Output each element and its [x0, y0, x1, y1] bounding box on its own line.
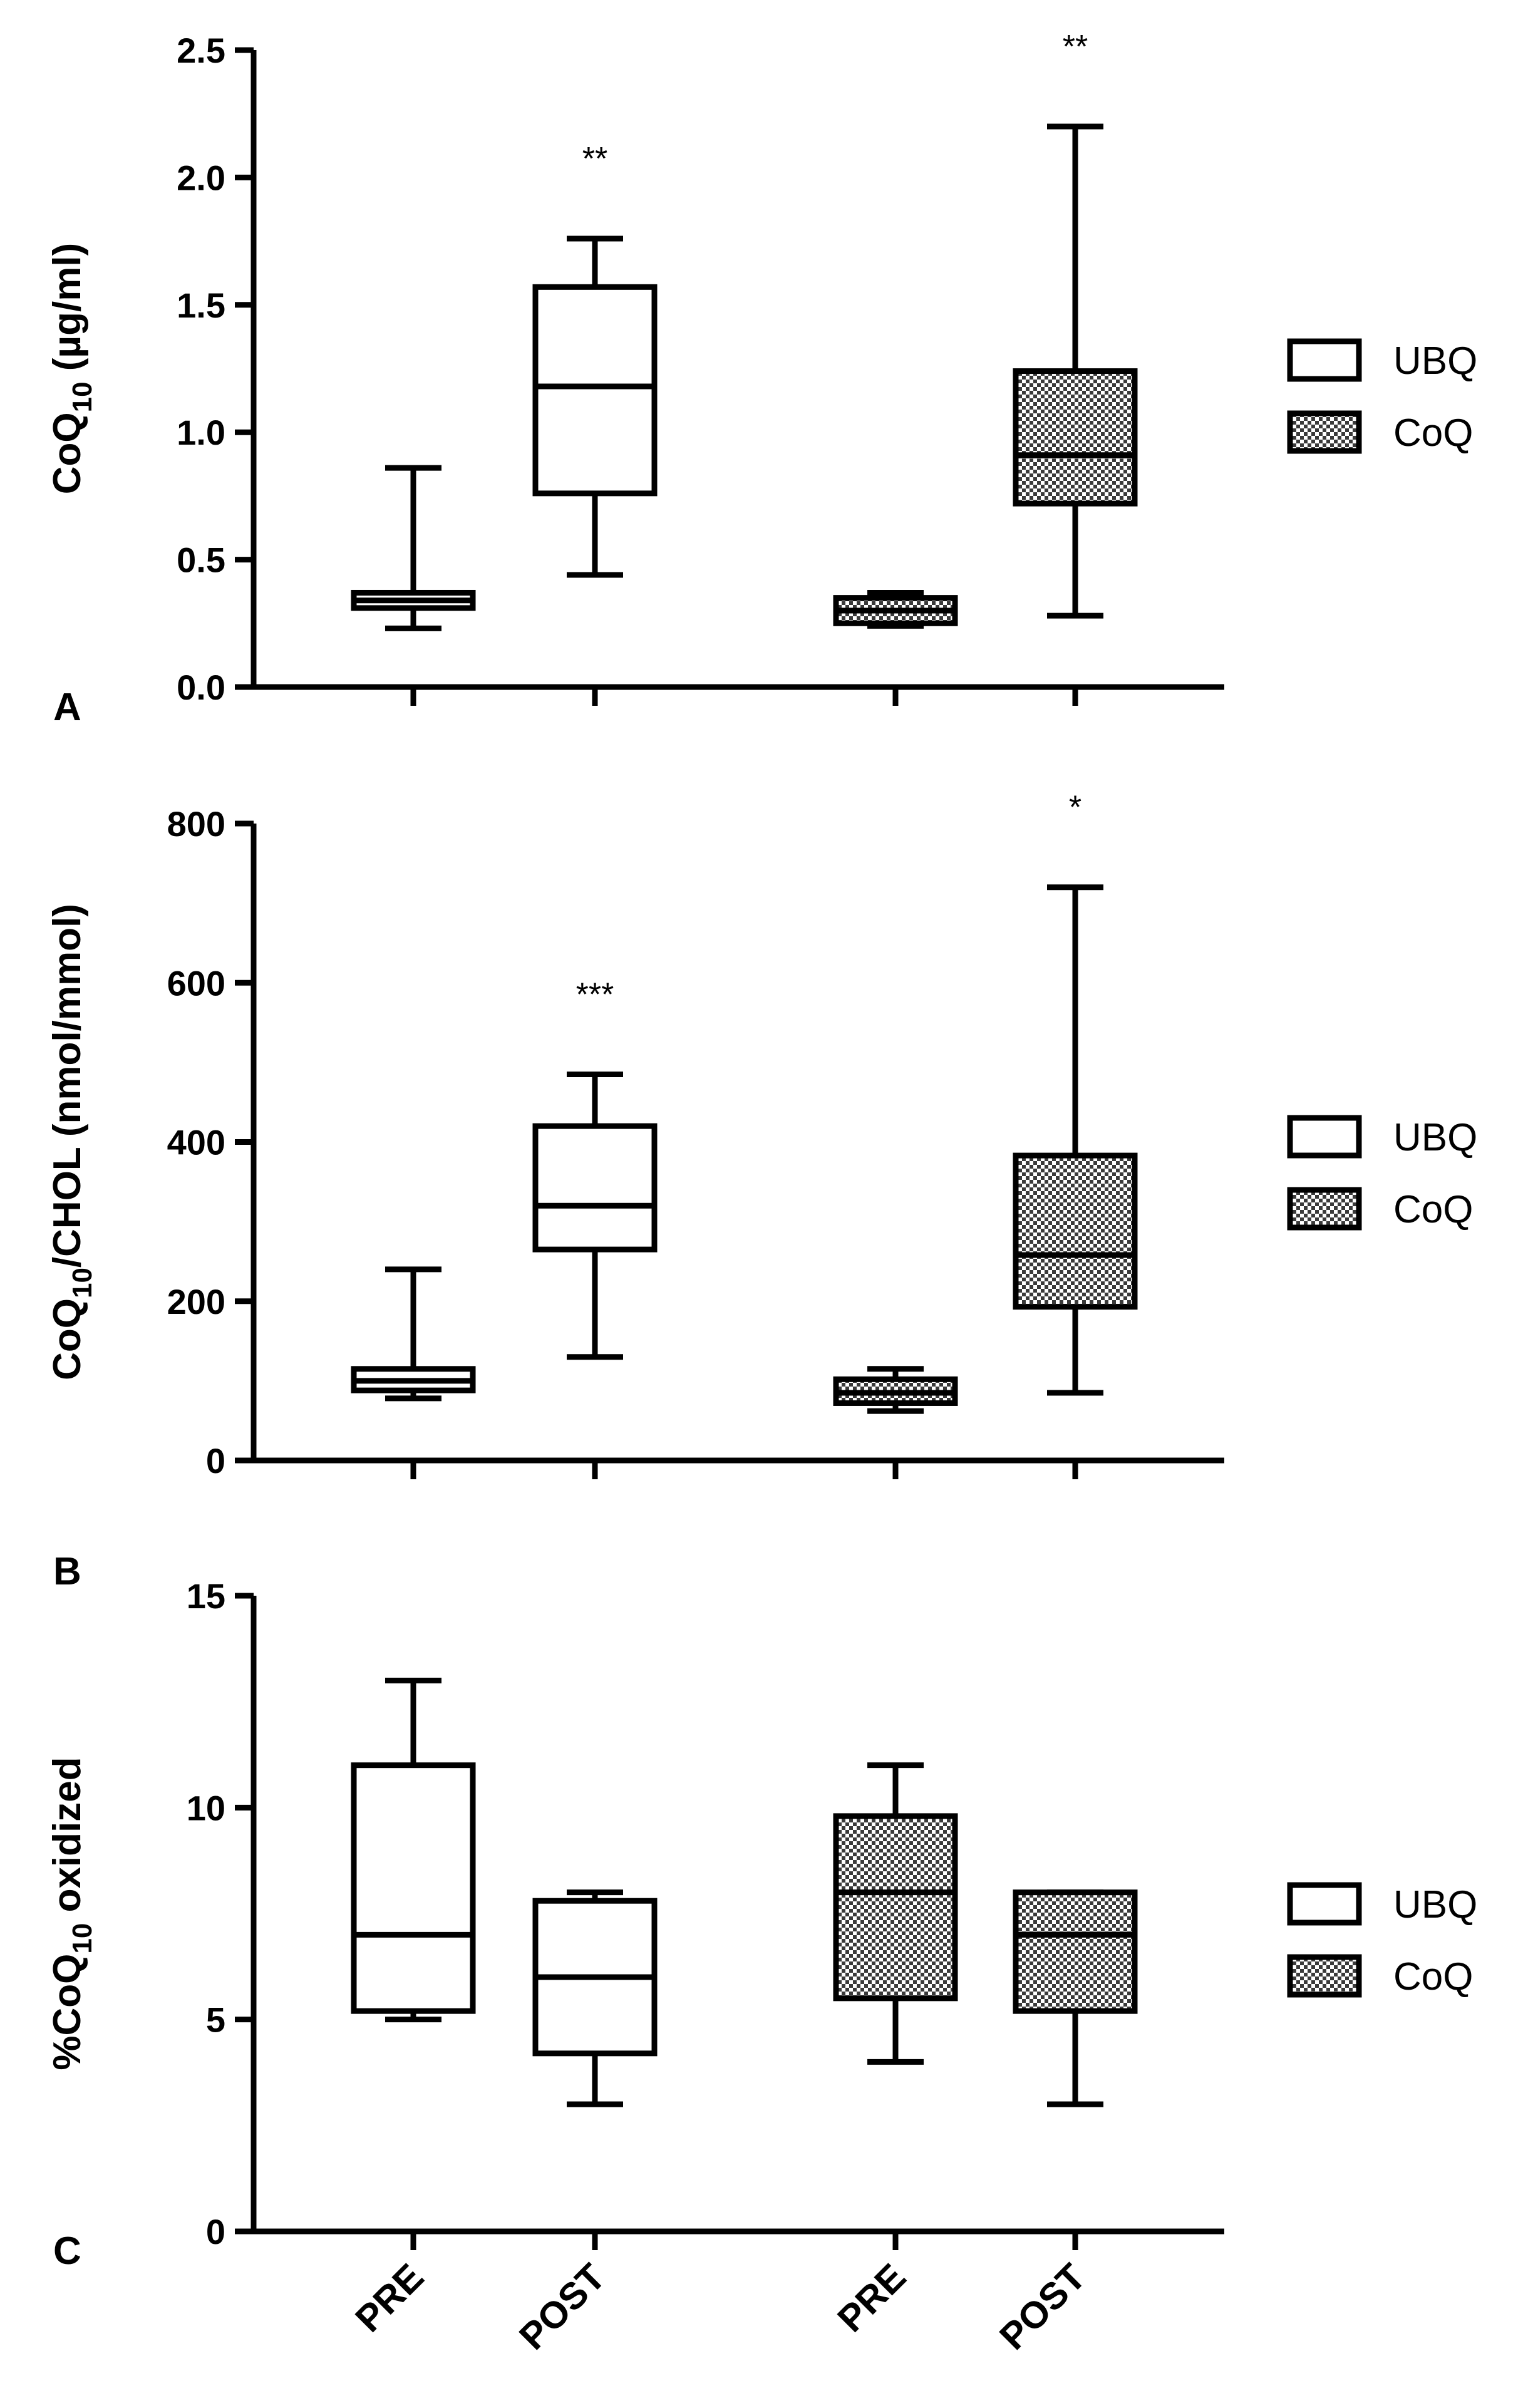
y-tick-label: 0.5	[177, 540, 225, 580]
box-coq-pre	[833, 1366, 958, 1414]
box-coq-post	[1013, 1889, 1138, 2107]
legend-label-ubq: UBQ	[1393, 1883, 1477, 1926]
y-tick-label: 1.5	[177, 286, 225, 325]
y-tick-label: 15	[187, 1576, 225, 1616]
legend-label-coq: CoQ	[1393, 1188, 1473, 1231]
box-iqr	[833, 1813, 958, 2002]
y-tick-label: 400	[167, 1123, 225, 1162]
panel-A: 0.0 0.5 1.0 1.5 2.0 2.5 CoQ10 (µg/ml) A ** ** UBQ C…	[46, 29, 1477, 729]
legend: UBQ CoQ	[1287, 1882, 1477, 1998]
box-ubq-post: ***	[532, 976, 658, 1360]
y-tick-label: 2.0	[177, 158, 225, 197]
box-coq-pre	[833, 589, 958, 629]
legend-swatch-ubq	[1287, 1882, 1362, 1926]
y-tick-label: 600	[167, 963, 225, 1003]
box-iqr	[351, 1762, 476, 2014]
box-iqr	[532, 1123, 658, 1253]
significance-marker: **	[1063, 29, 1088, 65]
y-tick-label: 2.5	[177, 31, 225, 70]
y-tick-label: 200	[167, 1282, 225, 1321]
significance-marker: *	[1069, 790, 1081, 826]
box-coq-post: **	[1013, 29, 1138, 619]
legend-label-coq: CoQ	[1393, 1955, 1473, 1998]
box-ubq-pre	[351, 1266, 476, 1402]
panel-letter: B	[53, 1550, 81, 1593]
legend-label-ubq: UBQ	[1393, 339, 1477, 383]
box-iqr	[1013, 1889, 1138, 2014]
box-iqr	[532, 284, 658, 497]
box-ubq-pre	[351, 1677, 476, 2023]
box-coq-pre	[833, 1762, 958, 2065]
x-category-label: POST	[991, 2256, 1093, 2358]
legend-swatch-coq	[1287, 410, 1362, 454]
box-ubq-post: **	[532, 141, 658, 578]
legend-swatch-ubq	[1287, 1115, 1362, 1159]
legend-swatch-coq	[1287, 1954, 1362, 1998]
box-iqr	[1013, 1152, 1138, 1310]
significance-marker: ***	[576, 976, 614, 1013]
legend: UBQ CoQ	[1287, 1115, 1477, 1231]
panel-C: 0 5 10 15 %CoQ10 oxidized C UBQ CoQ	[46, 1576, 1477, 2273]
y-tick-label: 0	[206, 1441, 225, 1480]
legend-label-ubq: UBQ	[1393, 1116, 1477, 1159]
y-tick-label: 10	[187, 1788, 225, 1827]
legend: UBQ CoQ	[1287, 338, 1477, 455]
box-iqr	[1013, 368, 1138, 507]
y-axis-label: CoQ10 (µg/ml)	[46, 243, 98, 495]
box-ubq-pre	[351, 465, 476, 631]
box-ubq-post	[532, 1889, 658, 2107]
x-category-label: POST	[511, 2256, 613, 2358]
y-tick-label: 5	[206, 2000, 225, 2040]
y-axis-label: CoQ10/CHOL (nmol/mmol)	[46, 904, 98, 1380]
box-coq-post: *	[1013, 790, 1138, 1396]
x-category-label: PRE	[348, 2256, 432, 2340]
legend-swatch-coq	[1287, 1187, 1362, 1231]
legend-label-coq: CoQ	[1393, 411, 1473, 455]
x-category-labels: PRE POST PRE POST	[348, 2256, 1094, 2358]
panel-letter: C	[53, 2230, 81, 2273]
x-category-label: PRE	[830, 2256, 914, 2340]
panel-letter: A	[53, 686, 81, 729]
y-axis-label: %CoQ10 oxidized	[46, 1757, 98, 2070]
y-tick-label: 1.0	[177, 413, 225, 452]
y-tick-label: 800	[167, 804, 225, 844]
y-tick-label: 0.0	[177, 668, 225, 707]
legend-swatch-ubq	[1287, 338, 1362, 382]
significance-marker: **	[582, 141, 607, 177]
y-tick-label: 0	[206, 2212, 225, 2251]
